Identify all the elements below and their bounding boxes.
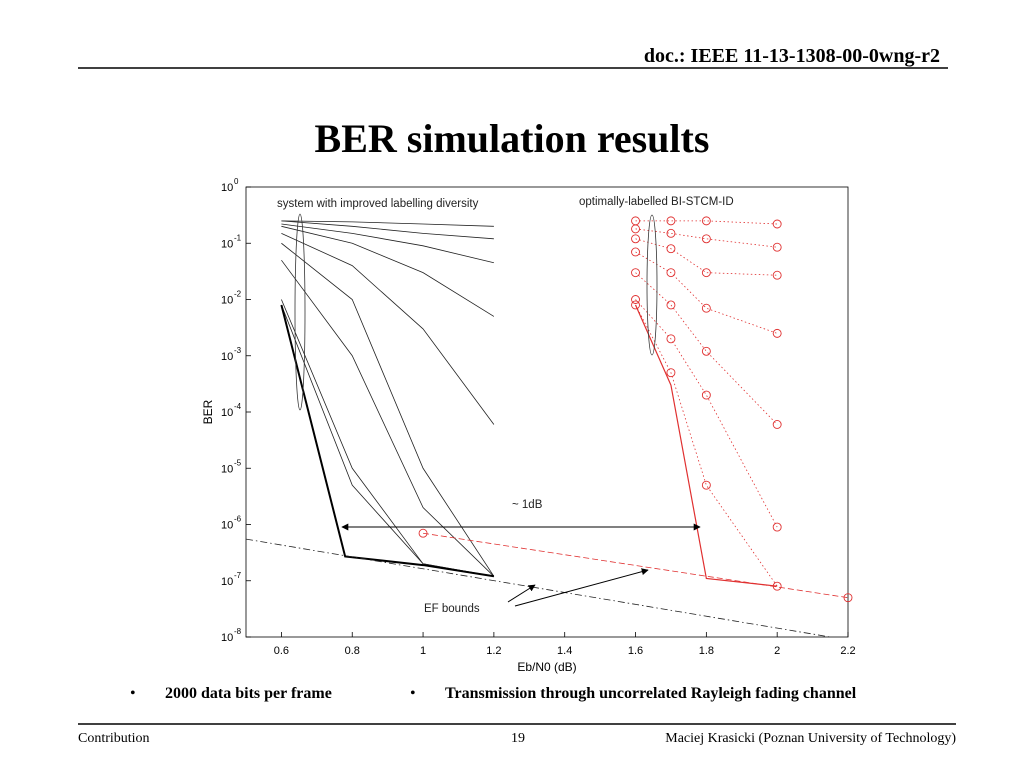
marker [631,268,640,278]
x-tick-label: 1.4 [557,645,572,657]
series-line [635,228,778,248]
page-number: 19 [511,731,525,746]
series-line [281,220,494,227]
annotation: system with improved labelling diversity [277,198,479,210]
marker [666,368,676,378]
pointer-arrow [514,568,649,607]
marker [631,234,640,244]
y-axis-label: BER [201,399,215,424]
marker [701,216,711,226]
marker [631,295,640,304]
marker [772,219,782,229]
y-tick-exp: -2 [234,290,242,299]
plot-frame [245,186,849,638]
slide-title: BER simulation results [315,116,710,161]
x-tick-label: 1 [420,645,426,657]
series-line [635,304,778,587]
series-line [281,299,494,577]
series-line [245,538,831,638]
x-tick-label: 0.6 [274,645,289,657]
marker [631,224,640,234]
marker [631,247,640,257]
marker [843,593,853,603]
group-ellipse [646,214,658,356]
series-line [634,304,778,587]
series-line [281,225,495,317]
series-line [281,220,494,240]
y-tick-label: 10 [221,632,233,644]
y-tick-exp: -8 [234,627,242,636]
y-tick-label: 10 [221,576,233,588]
x-tick-label: 2.2 [840,645,855,657]
y-tick-label: 10 [221,407,233,419]
footer-right: Maciej Krasicki (Poznan University of Te… [665,731,956,746]
doc-id: doc.: IEEE 11-13-1308-00-0wng-r2 [644,45,940,67]
x-tick-label: 1.8 [699,645,714,657]
plot: 0.6 0.8 1 1.2 1.4 1.6 1.8 2 2.210-810-710-610-51… [221,177,856,657]
marker [701,346,711,356]
marker [701,390,711,400]
footer-left: Contribution [78,731,150,746]
marker [701,268,711,278]
series-line [635,272,778,425]
series-line [281,232,495,425]
bullet: 2000 data bits per frame [165,685,332,702]
x-tick-label: 1.2 [486,645,501,657]
series-line [635,251,778,334]
y-tick-exp: 0 [234,177,239,186]
x-axis-label: Eb/N0 (dB) [517,660,576,674]
y-tick-exp: -4 [234,402,242,411]
y-tick-exp: -5 [234,458,242,467]
marker [772,242,782,252]
marker [666,244,676,254]
y-tick-label: 10 [221,520,233,532]
marker [701,303,711,313]
marker [772,270,782,280]
annotation: EF bounds [424,603,480,615]
x-tick-label: 0.8 [345,645,360,657]
y-tick-exp: -1 [234,233,242,242]
marker [631,300,640,310]
y-tick-label: 10 [221,463,233,475]
series-line [280,304,495,578]
y-tick-exp: -3 [234,346,242,355]
marker [701,234,711,244]
marker [666,268,676,278]
y-tick-exp: -7 [234,571,242,580]
marker [772,328,782,338]
annotation: ~ 1dB [512,499,543,511]
y-tick-label: 10 [221,182,233,194]
y-tick-label: 10 [221,351,233,363]
series-line [281,223,494,264]
marker [666,228,676,238]
group-ellipse [294,213,306,411]
series-line [281,259,495,577]
bullet-dot: • [130,685,136,702]
y-tick-label: 10 [221,295,233,307]
marker [772,420,782,429]
marker [701,480,711,490]
y-tick-exp: -6 [234,515,242,524]
bullet: Transmission through uncorrelated Raylei… [445,685,857,702]
x-tick-label: 1.6 [628,645,643,657]
series-line [635,220,778,225]
marker [772,522,782,532]
bullet-dot: • [410,685,416,702]
series-line [281,242,495,577]
annotation: optimally-labelled BI-STCM-ID [579,196,734,208]
marker [666,216,676,226]
marker [666,334,676,344]
pointer-arrow [507,584,536,603]
x-tick-label: 2 [774,645,780,657]
series-line [635,299,778,528]
y-tick-label: 10 [221,238,233,250]
series-line [281,304,494,577]
marker [666,300,676,310]
